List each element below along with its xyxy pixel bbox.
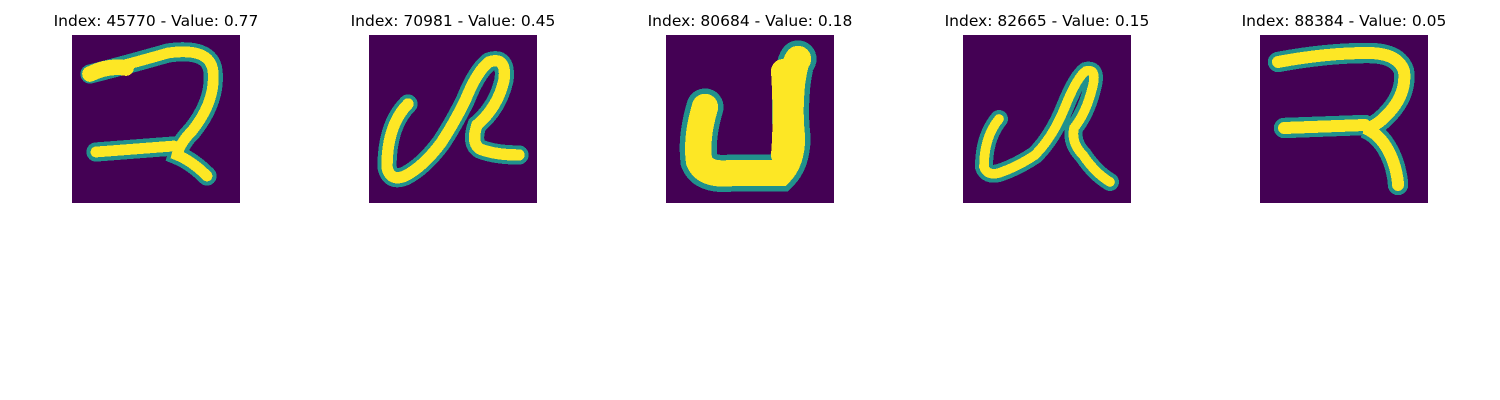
panel-title-5: Index: 88384 - Value: 0.05: [1241, 12, 1447, 30]
panel-title-1: Index: 45770 - Value: 0.77: [53, 12, 259, 30]
digit-image-1: [72, 35, 240, 203]
panel-title-2: Index: 70981 - Value: 0.45: [350, 12, 556, 30]
digit-image-2: [369, 35, 537, 203]
digit-panel-4: Index: 82665 - Value: 0.15: [927, 10, 1167, 210]
digit-panel-5: Index: 88384 - Value: 0.05: [1224, 10, 1464, 210]
digit-image-5: [1260, 35, 1428, 203]
panel-title-4: Index: 82665 - Value: 0.15: [944, 12, 1150, 30]
panel-title-3: Index: 80684 - Value: 0.18: [647, 12, 853, 30]
digit-panel-3: Index: 80684 - Value: 0.18: [630, 10, 870, 210]
digit-panel-2: Index: 70981 - Value: 0.45: [333, 10, 573, 210]
digit-image-3: [666, 35, 834, 203]
digit-image-4: [963, 35, 1131, 203]
digit-panel-1: Index: 45770 - Value: 0.77: [36, 10, 276, 210]
